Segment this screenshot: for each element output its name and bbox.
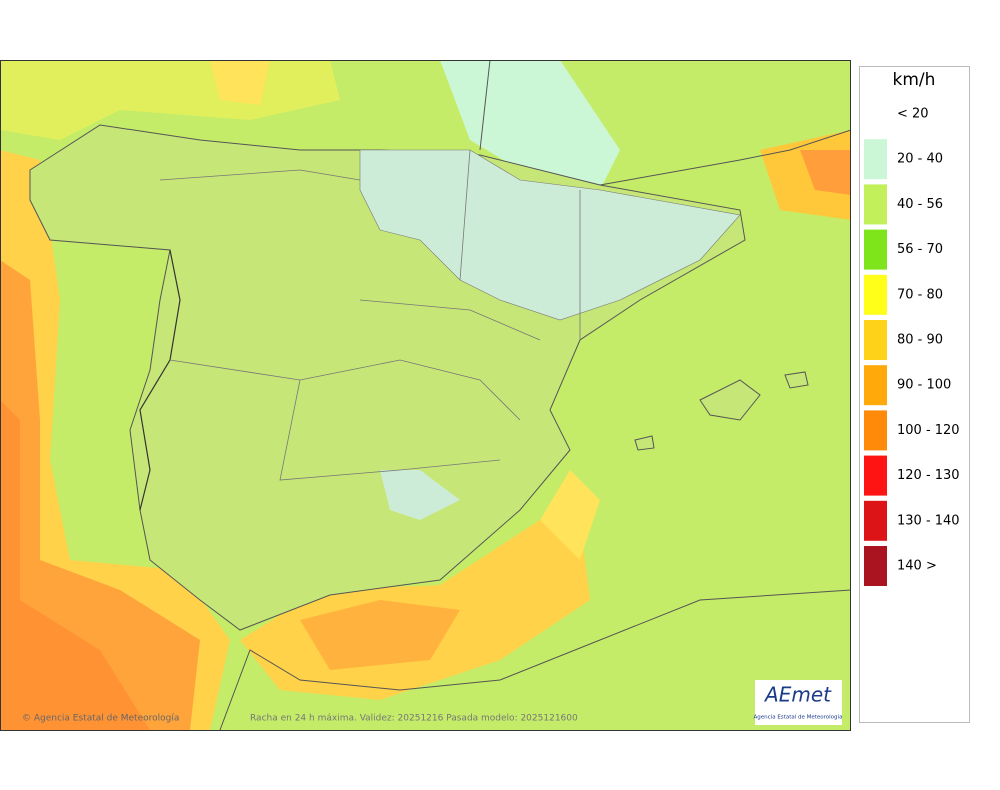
legend-label: 130 - 140 <box>897 513 960 528</box>
legend-swatch <box>864 320 887 360</box>
legend-label: 80 - 90 <box>897 333 943 348</box>
legend-swatch <box>864 139 887 180</box>
legend-swatch <box>864 546 887 586</box>
legend-label: 20 - 40 <box>897 152 943 167</box>
legend-label: 70 - 80 <box>897 287 943 302</box>
credit: © Agencia Estatal de Meteorología <box>22 714 179 724</box>
legend-swatch <box>864 184 887 225</box>
legend-swatch <box>864 274 887 315</box>
legend-label: 120 - 130 <box>897 468 960 483</box>
logo-box <box>755 680 842 725</box>
legend-swatch <box>864 500 887 541</box>
legend-label: 140 > <box>897 559 937 574</box>
legend-swatch <box>864 455 887 496</box>
map-frame <box>0 60 851 731</box>
legend-title: km/h <box>893 70 936 90</box>
legend-swatch <box>864 229 887 270</box>
legend-swatch <box>864 410 887 451</box>
logo-subtitle: Agencia Estatal de Meteorología <box>754 714 843 721</box>
legend-label: 40 - 56 <box>897 197 943 212</box>
caption: Racha en 24 h máxima. Validez: 20251216 … <box>250 714 578 724</box>
legend-label: 100 - 120 <box>897 423 960 438</box>
legend-label: 56 - 70 <box>897 242 943 257</box>
map-field <box>0 60 851 730</box>
legend-label: 90 - 100 <box>897 378 951 393</box>
legend-label: < 20 <box>897 107 929 122</box>
logo: AEmet <box>763 683 832 707</box>
legend-swatch <box>864 365 887 406</box>
